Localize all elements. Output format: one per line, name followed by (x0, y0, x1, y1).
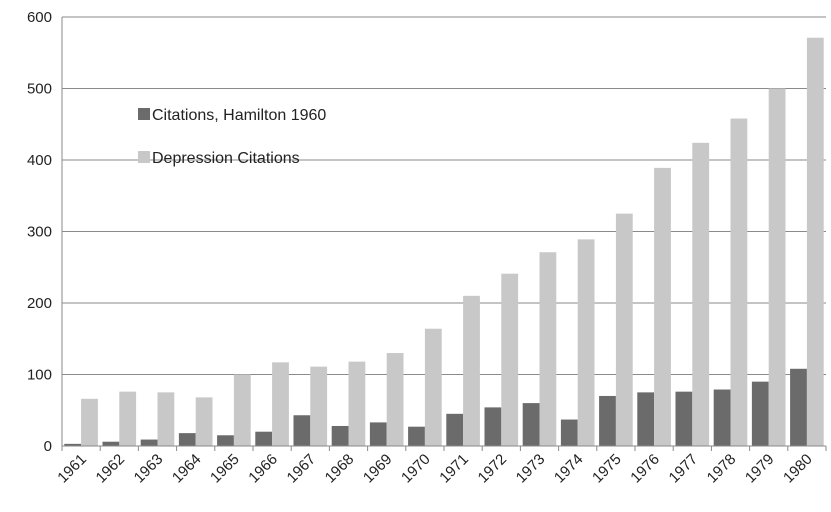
bar-depression-1974 (577, 239, 595, 446)
bar-depression-1964 (195, 397, 213, 446)
x-tick-1970: 1970 (398, 451, 434, 487)
bar-depression-1966 (272, 362, 289, 446)
x-tick-1973: 1973 (513, 451, 549, 487)
x-tick-labels: 1961 1962 1963 1964 1965 1966 1967 1968 1969 1970… (54, 451, 815, 487)
x-tick-1972: 1972 (475, 451, 511, 487)
bar-depression-1972 (501, 273, 519, 446)
x-tick-1980: 1980 (780, 451, 816, 487)
bars (64, 37, 824, 447)
bar-depression-1973 (539, 252, 557, 446)
bar-hamilton-1972 (484, 407, 502, 446)
bar-hamilton-1974 (560, 419, 578, 446)
bar-hamilton-1969 (369, 422, 387, 446)
y-tick-labels: 0 100 200 300 400 500 600 (27, 9, 52, 455)
x-tick-1978: 1978 (704, 451, 740, 487)
bar-hamilton-1975 (599, 395, 616, 446)
legend-swatch-hamilton (138, 108, 150, 120)
legend-label-depression: Depression Citations (152, 150, 300, 167)
y-tick-200: 200 (27, 295, 52, 312)
bar-depression-1971 (463, 295, 480, 446)
bar-hamilton-1968 (331, 425, 349, 446)
y-tick-300: 300 (27, 224, 52, 241)
x-tick-1971: 1971 (436, 451, 472, 487)
bar-depression-1975 (615, 213, 633, 446)
x-tick-1965: 1965 (207, 451, 243, 487)
y-tick-600: 600 (27, 9, 52, 26)
y-tick-500: 500 (27, 81, 52, 98)
x-tick-1968: 1968 (322, 451, 358, 487)
bar-hamilton-1964 (178, 433, 196, 446)
bar-depression-1969 (386, 353, 404, 446)
gridlines (62, 16, 826, 375)
bar-hamilton-1977 (675, 391, 693, 446)
x-tick-1967: 1967 (284, 451, 320, 487)
x-tick-1966: 1966 (245, 451, 281, 487)
x-tick-1962: 1962 (93, 451, 129, 487)
bar-depression-1970 (424, 328, 442, 446)
bar-depression-1978 (730, 118, 748, 446)
x-tick-1977: 1977 (666, 451, 702, 487)
bar-hamilton-1970 (408, 426, 425, 446)
bar-depression-1976 (654, 167, 671, 447)
x-tick-1976: 1976 (627, 451, 663, 487)
bar-hamilton-1980 (790, 368, 807, 446)
bar-depression-1962 (119, 391, 137, 446)
bar-depression-1961 (81, 398, 98, 446)
x-tick-1974: 1974 (551, 451, 587, 487)
x-tick-1979: 1979 (742, 451, 778, 487)
bar-hamilton-1979 (751, 381, 769, 446)
y-tick-100: 100 (27, 367, 52, 384)
bar-hamilton-1965 (217, 435, 234, 446)
bar-hamilton-1966 (255, 431, 273, 446)
bar-depression-1979 (768, 88, 786, 446)
bar-hamilton-1973 (522, 403, 540, 446)
legend-swatch-depression (138, 151, 150, 163)
bar-hamilton-1962 (102, 441, 120, 446)
bar-hamilton-1967 (293, 415, 311, 446)
bar-depression-1968 (348, 361, 366, 446)
bar-hamilton-1963 (140, 439, 158, 446)
bar-depression-1963 (157, 392, 175, 446)
x-tick-1969: 1969 (360, 451, 396, 487)
bar-depression-1977 (692, 142, 710, 446)
bar-depression-1967 (310, 366, 328, 446)
x-tick-1961: 1961 (54, 451, 90, 487)
bar-hamilton-1976 (637, 392, 655, 446)
legend-label-hamilton: Citations, Hamilton 1960 (152, 107, 326, 124)
x-tick-1963: 1963 (131, 451, 167, 487)
bar-hamilton-1971 (446, 413, 464, 446)
x-tick-1975: 1975 (589, 451, 625, 487)
bar-depression-1980 (806, 37, 824, 447)
bar-hamilton-1978 (713, 389, 731, 446)
axes (61, 17, 827, 451)
bar-depression-1965 (233, 374, 251, 446)
y-tick-400: 400 (27, 152, 52, 169)
bar-hamilton-1961 (64, 443, 82, 446)
legend: Citations, Hamilton 1960 Depression Cita… (138, 107, 326, 167)
y-tick-0: 0 (44, 438, 52, 455)
x-tick-1964: 1964 (169, 451, 205, 487)
